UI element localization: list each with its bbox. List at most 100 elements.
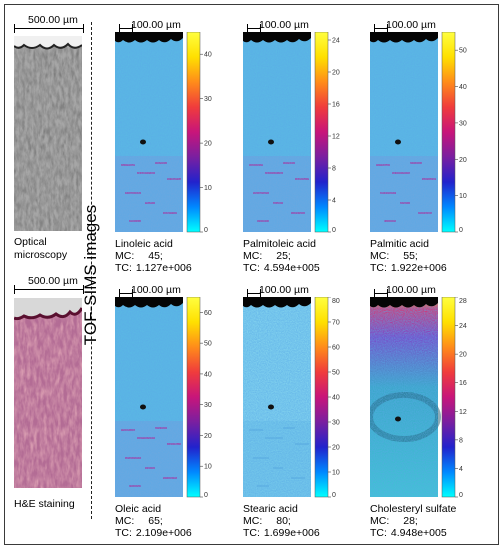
tc-value: 1.699e+006	[263, 527, 320, 539]
tof-sims-panel-stearic-acid: 0 10 20 30 40 50 60 70 80	[243, 297, 340, 499]
tc-value: 4.594e+005	[263, 262, 320, 274]
colorbar	[314, 32, 329, 233]
colorbar-tick-label: 50	[332, 370, 340, 377]
panel-name-linoleic-acid: Linoleic acid	[115, 238, 173, 250]
colorbar-tick-label: 30	[204, 96, 212, 103]
colorbar-tick-label: 60	[204, 310, 212, 317]
mc-label: MC:	[243, 250, 263, 262]
tof-sims-panel-palmitic-acid: 0 10 20 30 40 50	[370, 32, 467, 234]
colorbar-tick-label: 12	[332, 134, 340, 141]
panel-tc-stearic-acid: TC: 1.699e+006	[243, 527, 320, 539]
colorbar	[186, 32, 201, 233]
panel-scale-label-linoleic-acid: 100.00 µm	[131, 19, 181, 31]
colorbar-tick-label: 0	[204, 492, 208, 499]
figure-frame	[4, 4, 499, 545]
colorbar-tick-label: 8	[459, 437, 463, 444]
mc-value: 55;	[403, 250, 418, 262]
optical-caption-line1: Optical	[14, 236, 47, 248]
colorbar-tick-label: 70	[332, 320, 340, 327]
colorbar-tick-label: 10	[204, 185, 212, 192]
colorbar-tick-label: 40	[204, 52, 212, 59]
colorbar-tick-label: 20	[332, 70, 340, 77]
he-staining-image	[14, 298, 82, 488]
colorbar-tick-label: 10	[204, 464, 212, 471]
panel-name-stearic-acid: Stearic acid	[243, 503, 298, 515]
colorbar-tick-label: 60	[332, 345, 340, 352]
mc-value: 25;	[276, 250, 291, 262]
tc-value: 4.948e+005	[390, 527, 447, 539]
panel-mc-oleic-acid: MC: 65;	[115, 515, 163, 527]
panel-tc-linoleic-acid: TC: 1.127e+006	[115, 262, 192, 274]
colorbar-tick-label: 80	[332, 298, 340, 305]
panel-scale-bar-oleic-acid	[119, 289, 133, 298]
colorbar-tick-label: 24	[332, 38, 340, 45]
tc-label: TC:	[115, 262, 132, 274]
optical-microscopy-image	[14, 36, 82, 231]
mc-value: 65;	[148, 515, 163, 527]
colorbar-tick-label: 16	[332, 102, 340, 109]
colorbar-tick-label: 40	[459, 84, 467, 91]
colorbar-tick-label: 4	[459, 466, 463, 473]
panel-scale-label-palmitoleic-acid: 100.00 µm	[259, 19, 309, 31]
colorbar-tick-label: 30	[204, 402, 212, 409]
colorbar	[441, 32, 456, 233]
panel-mc-palmitic-acid: MC: 55;	[370, 250, 418, 262]
colorbar-tick-label: 0	[332, 492, 336, 499]
panel-mc-stearic-acid: MC: 80;	[243, 515, 291, 527]
optical-scale-bar	[14, 24, 84, 33]
mc-value: 45;	[148, 250, 163, 262]
mc-value: 80;	[276, 515, 291, 527]
colorbar-tick-label: 8	[332, 166, 336, 173]
colorbar-tick-label: 20	[459, 352, 467, 359]
colorbar-tick-label: 50	[459, 48, 467, 55]
tof-sims-panel-palmitoleic-acid: 0 4 8 12 16 20 24	[243, 32, 340, 234]
optical-caption-line2: microscopy	[14, 249, 68, 261]
panel-scale-bar-cholesteryl-sulfate	[374, 289, 388, 298]
panel-mc-cholesteryl-sulfate: MC: 28;	[370, 515, 418, 527]
vertical-title: TOF-SIMS images	[81, 204, 100, 346]
colorbar-tick-label: 0	[459, 492, 463, 499]
panel-name-palmitic-acid: Palmitic acid	[370, 238, 429, 250]
panel-scale-bar-linoleic-acid	[119, 24, 133, 33]
panel-name-oleic-acid: Oleic acid	[115, 503, 162, 515]
panel-scale-bar-stearic-acid	[247, 289, 261, 298]
colorbar-tick-label: 20	[332, 445, 340, 452]
he-scale-bar	[14, 285, 84, 294]
colorbar	[186, 297, 201, 498]
panel-tc-palmitoleic-acid: TC: 4.594e+005	[243, 262, 320, 274]
tc-label: TC:	[370, 527, 387, 539]
mc-label: MC:	[370, 250, 390, 262]
colorbar-tick-label: 40	[332, 395, 340, 402]
colorbar-tick-label: 0	[459, 227, 463, 234]
colorbar-tick-label: 28	[459, 298, 467, 305]
tc-label: TC:	[370, 262, 387, 274]
tc-label: TC:	[243, 262, 260, 274]
colorbar-tick-label: 20	[204, 433, 212, 440]
colorbar	[441, 297, 456, 498]
panel-mc-linoleic-acid: MC: 45;	[115, 250, 163, 262]
panel-scale-bar-palmitic-acid	[374, 24, 388, 33]
panel-tc-cholesteryl-sulfate: TC: 4.948e+005	[370, 527, 447, 539]
colorbar-tick-label: 0	[332, 227, 336, 234]
colorbar-tick-label: 50	[204, 341, 212, 348]
he-scale-label: 500.00 µm	[28, 275, 78, 287]
panel-scale-label-palmitic-acid: 100.00 µm	[386, 19, 436, 31]
tc-value: 1.922e+006	[390, 262, 447, 274]
colorbar-tick-label: 16	[459, 380, 467, 387]
mc-label: MC:	[115, 515, 135, 527]
tc-value: 2.109e+006	[135, 527, 192, 539]
divider-dashed-line	[91, 22, 92, 519]
colorbar-tick-label: 20	[459, 157, 467, 164]
panel-mc-palmitoleic-acid: MC: 25;	[243, 250, 291, 262]
tof-sims-panel-cholesteryl-sulfate: 0 4 8 12 16 20 24 28	[370, 297, 467, 499]
colorbar-tick-label: 20	[204, 141, 212, 148]
he-caption: H&E staining	[14, 498, 75, 510]
colorbar-tick-label: 30	[459, 120, 467, 127]
mc-label: MC:	[115, 250, 135, 262]
colorbar-tick-label: 30	[332, 420, 340, 427]
panel-scale-label-cholesteryl-sulfate: 100.00 µm	[386, 284, 436, 296]
mc-value: 28;	[403, 515, 418, 527]
tof-sims-panel-linoleic-acid: 0 10 20 30 40	[115, 32, 212, 234]
tc-label: TC:	[243, 527, 260, 539]
colorbar-tick-label: 40	[204, 371, 212, 378]
